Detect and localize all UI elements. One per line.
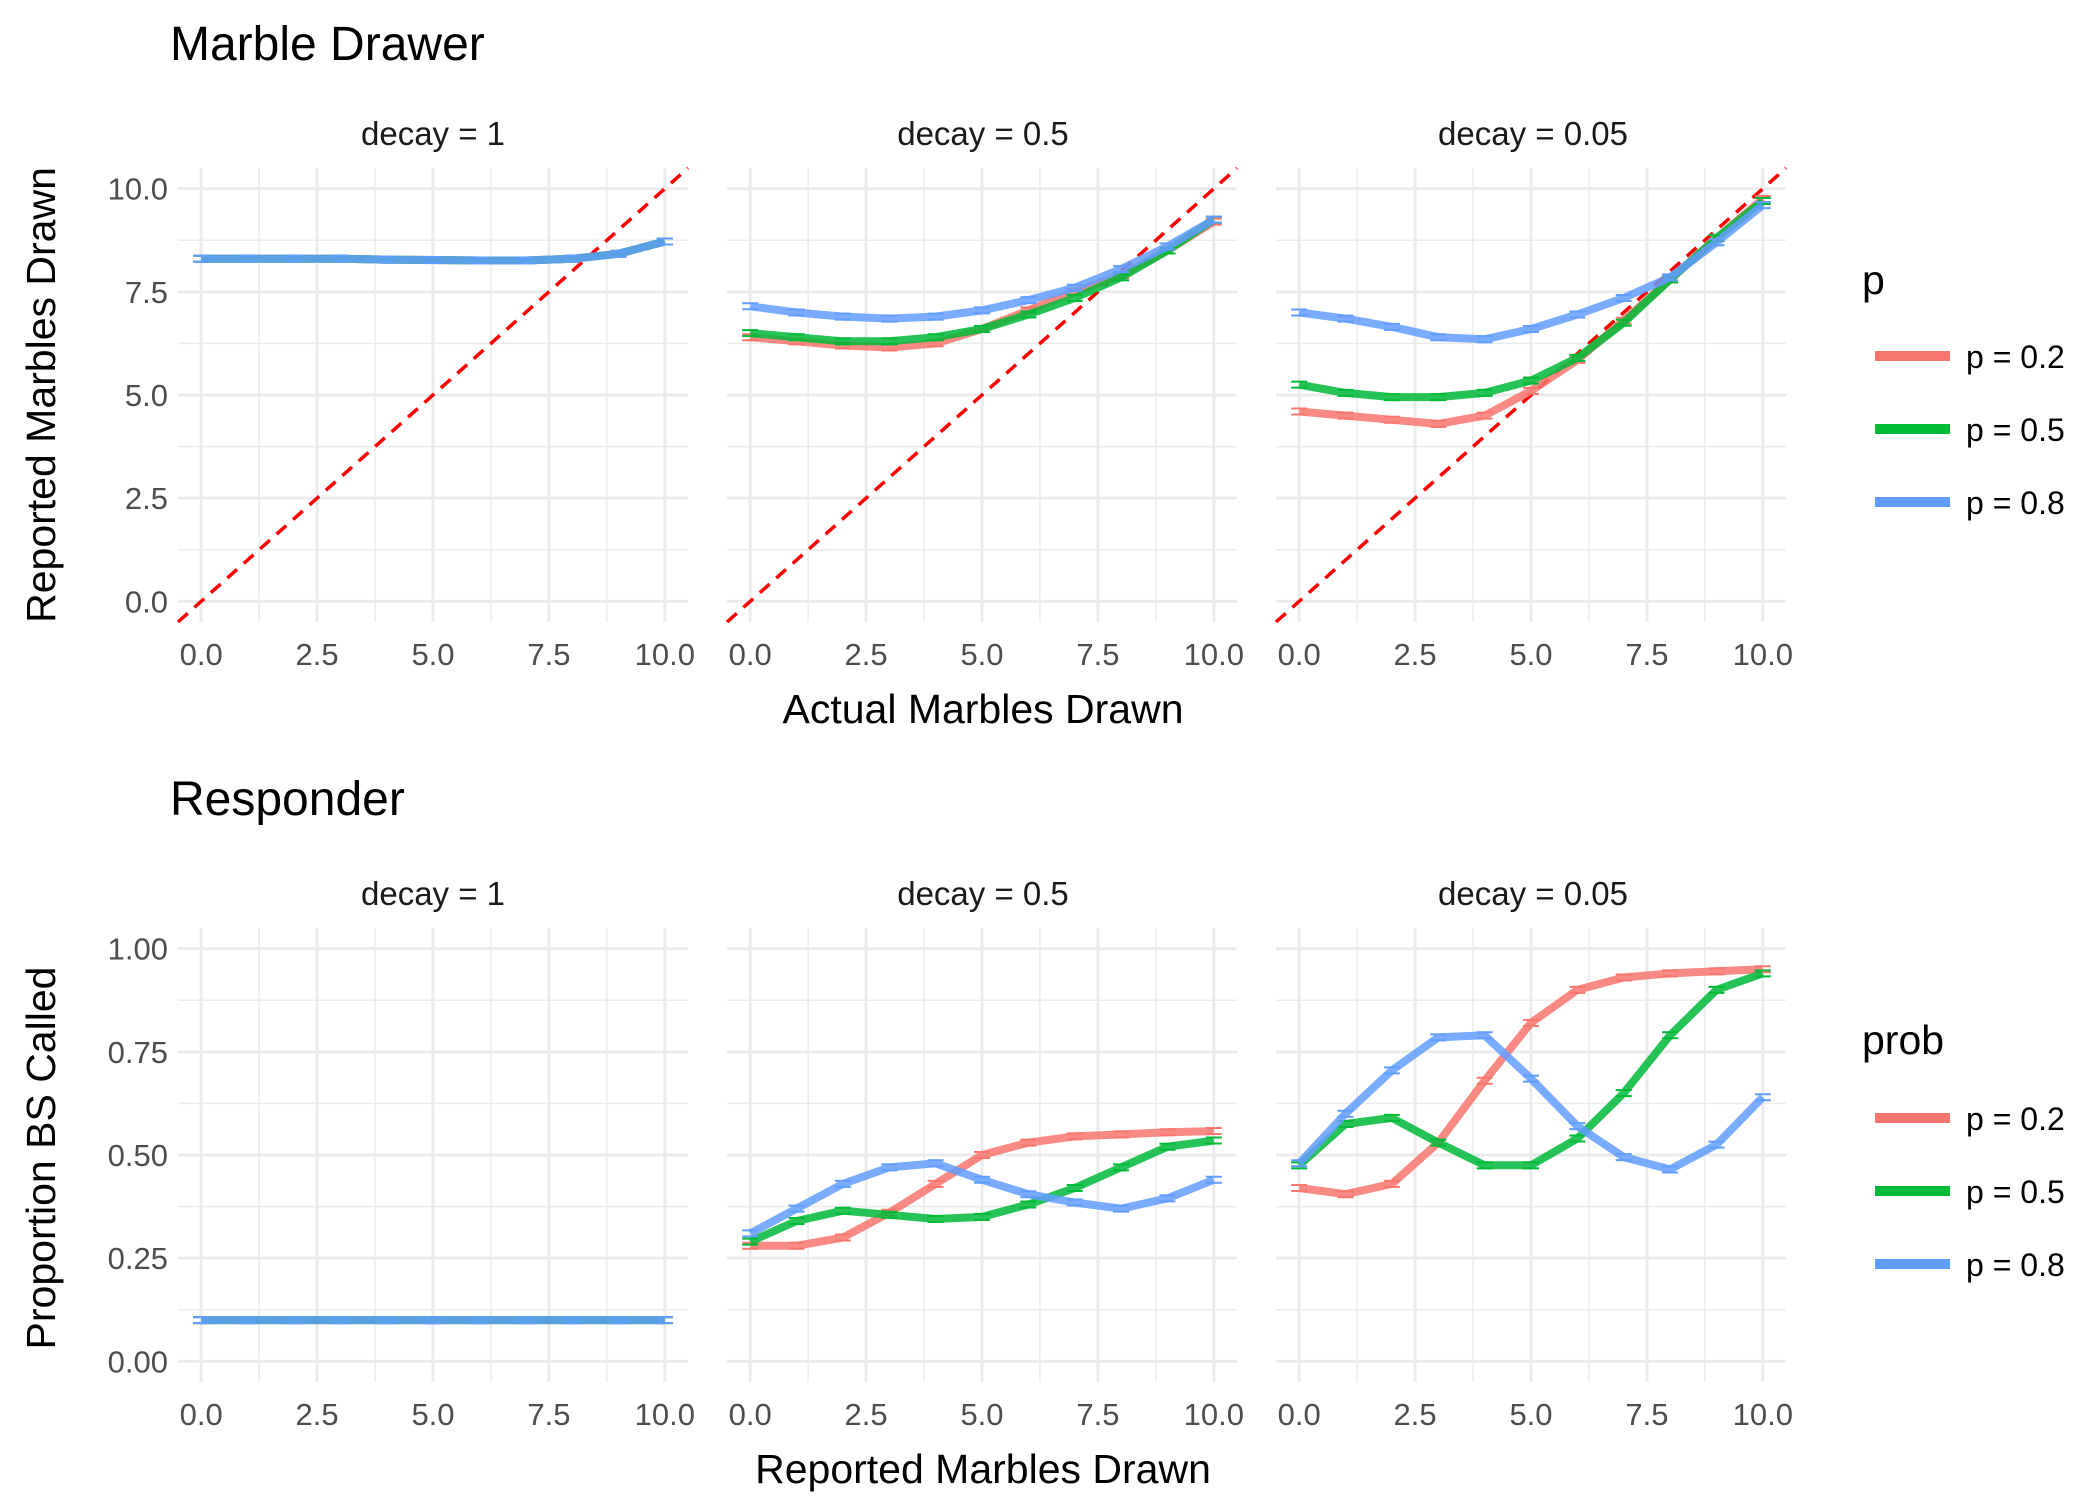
panel-top-0: 0.0 2.5 5.0 7.5 10.0 0.0 2.5 5.0 7.5 10.0 bbox=[108, 166, 695, 672]
series-line-p-0-8 bbox=[749, 216, 1216, 323]
x-axis-title-bottom: Reported Marbles Drawn bbox=[755, 1446, 1211, 1492]
x-tick-label: 0.0 bbox=[1278, 1397, 1321, 1432]
x-tick-label: 0.0 bbox=[729, 1397, 772, 1432]
x-tick-label: 5.0 bbox=[411, 1397, 454, 1432]
x-tick-label: 2.5 bbox=[296, 1397, 339, 1432]
panel-top-2: 0.0 2.5 5.0 7.5 10.0 bbox=[1274, 166, 1793, 672]
reference-line bbox=[176, 166, 690, 624]
panel-bottom-1: 0.0 2.5 5.0 7.5 10.0 bbox=[727, 928, 1244, 1432]
y-tick-label: 0.0 bbox=[125, 584, 168, 619]
x-tick-label: 5.0 bbox=[960, 1397, 1003, 1432]
x-tick-label: 7.5 bbox=[1625, 637, 1668, 672]
y-tick-label: 5.0 bbox=[125, 378, 168, 413]
strip-top-decay-1: decay = 1 bbox=[361, 115, 505, 152]
x-tick-label: 7.5 bbox=[1076, 637, 1119, 672]
panel-top-1: 0.0 2.5 5.0 7.5 10.0 bbox=[725, 166, 1244, 672]
panel-bottom-2: 0.0 2.5 5.0 7.5 10.0 bbox=[1276, 928, 1793, 1432]
x-tick-label: 5.0 bbox=[1509, 1397, 1552, 1432]
y-tick-label: 0.75 bbox=[108, 1035, 168, 1070]
x-tick-label: 7.5 bbox=[527, 1397, 570, 1432]
legend-bottom-label-p08: p = 0.8 bbox=[1966, 1247, 2065, 1283]
x-tick-label: 0.0 bbox=[1278, 637, 1321, 672]
legend-top-label-p08: p = 0.8 bbox=[1966, 485, 2065, 521]
series-line-p-0-5 bbox=[748, 1136, 1215, 1246]
x-tick-label: 7.5 bbox=[527, 637, 570, 672]
y-tick-label: 0.25 bbox=[108, 1241, 168, 1276]
y-axis-title-top: Reported Marbles Drawn bbox=[18, 167, 64, 623]
x-tick-label: 0.0 bbox=[180, 1397, 223, 1432]
x-tick-label: 5.0 bbox=[1509, 637, 1552, 672]
legend-bottom-label-p02: p = 0.2 bbox=[1966, 1101, 2065, 1137]
y-tick-label: 0.00 bbox=[108, 1344, 168, 1379]
x-tick-label: 2.5 bbox=[1394, 1397, 1437, 1432]
legend-top-title: p bbox=[1862, 257, 1885, 303]
y-axis-title-bottom: Proportion BS Called bbox=[18, 967, 64, 1350]
x-tick-label: 2.5 bbox=[845, 1397, 888, 1432]
x-tick-label: 10.0 bbox=[1184, 637, 1244, 672]
x-axis-title-top: Actual Marbles Drawn bbox=[782, 686, 1183, 732]
x-tick-label: 2.5 bbox=[845, 637, 888, 672]
series-line-p-0-5 bbox=[1296, 969, 1765, 1170]
x-tick-label: 10.0 bbox=[1733, 637, 1793, 672]
legend-top: p p = 0.2 p = 0.5 p = 0.8 bbox=[1862, 257, 2065, 521]
strip-bottom-decay-1: decay = 1 bbox=[361, 875, 505, 912]
chart-title-marble-drawer: Marble Drawer bbox=[170, 18, 485, 71]
series-line-p-0-2 bbox=[750, 1127, 1214, 1250]
x-tick-label: 10.0 bbox=[635, 1397, 695, 1432]
legend-top-label-p02: p = 0.2 bbox=[1966, 339, 2065, 375]
legend-bottom: prob p = 0.2 p = 0.5 p = 0.8 bbox=[1862, 1017, 2065, 1283]
series-line-p-0-8 bbox=[201, 237, 666, 265]
plot-panels: 0.0 2.5 5.0 7.5 10.0 0.0 2.5 5.0 7.5 10.0 0.0 2.5 5.… bbox=[108, 166, 1793, 1432]
legend-bottom-label-p05: p = 0.5 bbox=[1966, 1174, 2065, 1210]
x-tick-label: 7.5 bbox=[1625, 1397, 1668, 1432]
x-tick-label: 10.0 bbox=[1184, 1397, 1244, 1432]
x-tick-label: 0.0 bbox=[180, 637, 223, 672]
strip-top-decay-0-5: decay = 0.5 bbox=[897, 115, 1069, 152]
y-tick-label: 2.5 bbox=[125, 481, 168, 516]
y-tick-label: 1.00 bbox=[108, 932, 168, 967]
legend-bottom-title: prob bbox=[1862, 1017, 1944, 1063]
strip-bottom-decay-0-5: decay = 0.5 bbox=[897, 875, 1069, 912]
x-tick-label: 10.0 bbox=[635, 637, 695, 672]
series-line-p-0-8 bbox=[1296, 1031, 1766, 1174]
series-line-p-0-8 bbox=[748, 1159, 1216, 1237]
legend-top-label-p05: p = 0.5 bbox=[1966, 412, 2065, 448]
x-tick-label: 7.5 bbox=[1076, 1397, 1119, 1432]
x-tick-label: 2.5 bbox=[296, 637, 339, 672]
x-tick-label: 5.0 bbox=[411, 637, 454, 672]
strip-bottom-decay-0-05: decay = 0.05 bbox=[1438, 875, 1628, 912]
strip-top-decay-0-05: decay = 0.05 bbox=[1438, 115, 1628, 152]
y-tick-label: 10.0 bbox=[108, 172, 168, 207]
y-tick-label: 7.5 bbox=[125, 275, 168, 310]
x-tick-label: 5.0 bbox=[960, 637, 1003, 672]
y-tick-label: 0.50 bbox=[108, 1138, 168, 1173]
x-tick-label: 2.5 bbox=[1394, 637, 1437, 672]
x-tick-label: 0.0 bbox=[729, 637, 772, 672]
series-line-p-0-5 bbox=[749, 216, 1217, 346]
x-tick-label: 10.0 bbox=[1733, 1397, 1793, 1432]
chart-title-responder: Responder bbox=[170, 773, 405, 826]
series-line-p-0-2 bbox=[1298, 965, 1763, 1199]
series-line-p-0-8 bbox=[1298, 201, 1766, 344]
reference-line bbox=[725, 166, 1239, 624]
panel-bottom-0: 0.0 2.5 5.0 7.5 10.0 0.00 0.25 0.50 0.75 1.00 bbox=[108, 928, 695, 1432]
